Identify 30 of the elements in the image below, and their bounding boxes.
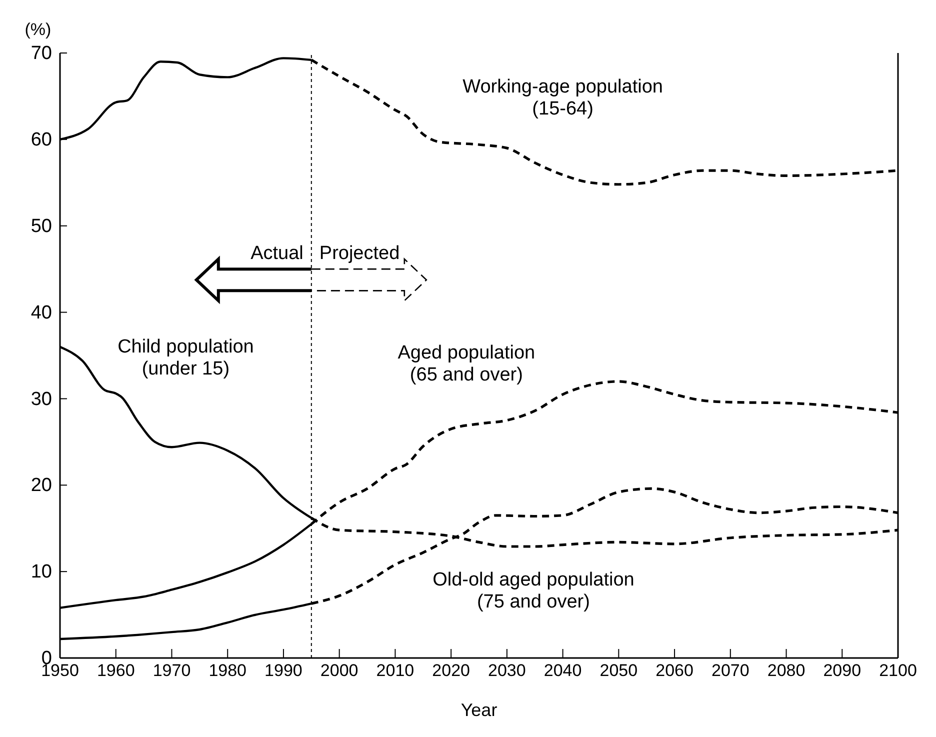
y-tick-label: 30 [30, 388, 52, 410]
x-tick-label: 2090 [823, 661, 862, 680]
y-axis-title: (%) [24, 20, 52, 39]
annotation: Actual [250, 243, 304, 264]
y-tick-label: 60 [30, 130, 52, 151]
annotation: Child population (under 15) [118, 336, 254, 380]
x-axis-title: Year [460, 700, 498, 720]
annotation: Aged population (65 and over) [398, 342, 536, 386]
x-tick-label: 2010 [376, 661, 414, 680]
x-tick-label: 2060 [656, 661, 694, 680]
x-tick-label: 1990 [264, 661, 302, 680]
x-tick-label: 2070 [711, 661, 750, 680]
annotation: Projected [319, 243, 400, 264]
x-tick-label: 2050 [600, 661, 638, 680]
x-tick-label: 2020 [432, 661, 470, 680]
x-tick-label: 1980 [208, 661, 247, 680]
y-tick-label: 20 [30, 475, 52, 496]
x-tick-label: 2040 [544, 661, 582, 680]
x-tick-label: 2100 [879, 661, 917, 680]
y-tick-label: 70 [30, 43, 52, 64]
x-tick-label: 1960 [96, 661, 135, 680]
annotation: Old-old aged population (75 and over) [432, 569, 634, 612]
x-tick-label: 2080 [767, 661, 806, 680]
y-tick-label: 10 [30, 562, 52, 583]
annotation: Working-age population (15-64) [462, 76, 663, 120]
y-tick-label: 40 [30, 302, 52, 324]
x-tick-label: 2000 [320, 661, 358, 680]
x-tick-label: 1970 [152, 661, 191, 680]
x-tick-label: 2030 [488, 661, 526, 680]
y-tick-label: 50 [30, 216, 52, 237]
